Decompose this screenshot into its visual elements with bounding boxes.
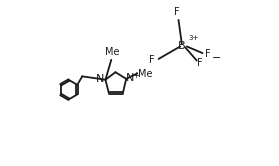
- Text: F: F: [205, 49, 210, 59]
- Text: F: F: [174, 7, 179, 17]
- Text: N: N: [95, 74, 104, 84]
- Text: +: +: [132, 71, 139, 80]
- Text: 3+: 3+: [188, 35, 199, 41]
- Text: N: N: [126, 73, 134, 83]
- Text: −: −: [212, 53, 222, 63]
- Text: Me: Me: [105, 47, 119, 57]
- Text: B: B: [178, 42, 186, 51]
- Text: F: F: [149, 55, 155, 65]
- Text: F: F: [197, 58, 203, 68]
- Text: Me: Me: [138, 69, 153, 79]
